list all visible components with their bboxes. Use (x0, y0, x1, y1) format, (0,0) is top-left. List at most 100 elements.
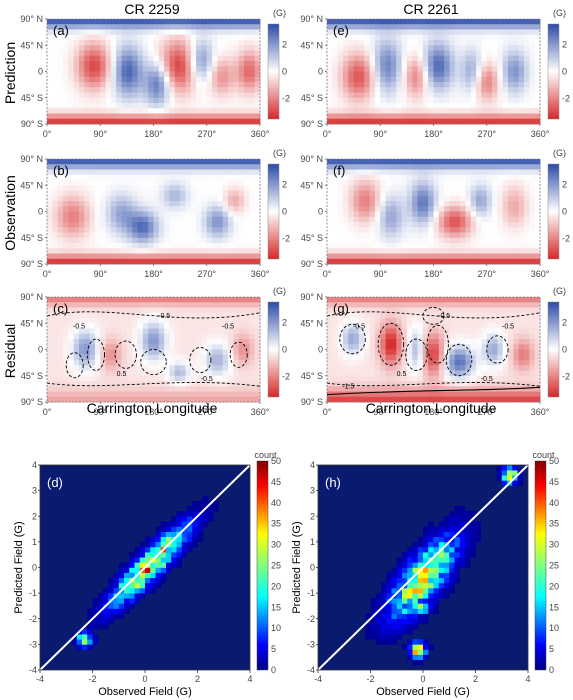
map-cell (212, 391, 218, 398)
map-cell (132, 307, 138, 314)
map-cell (52, 174, 59, 181)
map-cell (62, 375, 69, 382)
map-cell (47, 391, 53, 398)
map-cell (132, 206, 138, 212)
map-cell (62, 258, 69, 265)
map-cell (481, 344, 488, 350)
map-cell (502, 34, 509, 41)
map-cell (406, 307, 413, 314)
map-cell (406, 34, 413, 41)
map-cell (73, 118, 80, 125)
map-cell (73, 195, 80, 202)
map-cell (524, 19, 530, 25)
map-cell (390, 55, 397, 62)
map-cell (348, 302, 355, 308)
map-cell (73, 360, 80, 366)
map-cell (174, 169, 181, 176)
map-cell (148, 201, 154, 207)
map-cell (337, 237, 344, 244)
map-cell (94, 339, 101, 345)
map-cell (390, 34, 397, 41)
map-cell (212, 365, 218, 371)
map-cell (353, 97, 360, 104)
map-cell (126, 34, 133, 41)
map-cell (158, 307, 165, 314)
map-cell (158, 211, 165, 218)
map-cell (449, 92, 456, 99)
map-cell (342, 253, 349, 260)
map-cell (497, 103, 504, 109)
map-cell (105, 76, 112, 83)
map-cell (369, 344, 376, 350)
map-cell (337, 82, 344, 88)
map-cell (444, 113, 450, 120)
map-cell (132, 76, 138, 83)
map-cell (518, 381, 525, 387)
lat-tick-label: 45° S (21, 371, 43, 381)
map-cell (337, 360, 344, 366)
map-cell (196, 82, 202, 88)
map-cell (201, 97, 208, 104)
map-cell (142, 307, 149, 314)
map-cell (244, 258, 250, 265)
map-cell (116, 396, 122, 403)
map-cell (476, 29, 482, 36)
map-cell (486, 344, 493, 350)
map-cell (460, 227, 466, 233)
map-cell (364, 258, 370, 265)
map-cell (369, 34, 376, 41)
map-cell (190, 19, 197, 25)
map-cell (62, 360, 69, 366)
map-cell (121, 333, 128, 340)
map-cell (84, 222, 91, 228)
map-cell (454, 258, 461, 265)
map-cell (228, 29, 234, 36)
map-cell (401, 97, 408, 104)
map-cell (470, 297, 477, 303)
map-cell (126, 243, 133, 249)
map-cell (396, 297, 402, 303)
map-cell (148, 211, 154, 218)
map-cell (454, 237, 461, 244)
map-cell (348, 375, 355, 382)
map-cell (358, 216, 365, 223)
map-cell (180, 396, 186, 403)
map-cell (481, 174, 488, 181)
map-cell (492, 328, 498, 335)
map-cell (492, 66, 498, 72)
map-cell (244, 323, 250, 329)
column-title-cr2261: CR 2261 (403, 1, 458, 17)
map-cell (433, 253, 440, 260)
map-cell (190, 206, 197, 212)
map-cell (142, 232, 149, 239)
map-cell (529, 391, 536, 398)
map-cell (374, 195, 381, 202)
map-cell (518, 24, 525, 30)
map-cell (249, 216, 256, 223)
map-cell (185, 97, 192, 104)
map-cell (62, 24, 69, 30)
map-cell (502, 312, 509, 319)
map-cell (417, 164, 424, 170)
map-cell (417, 232, 424, 239)
lon-tick-label: 180° (144, 269, 163, 279)
map-cell (454, 354, 461, 361)
map-cell (212, 333, 218, 340)
map-cell (153, 222, 160, 228)
map-cell (68, 118, 75, 125)
map-cell (52, 195, 59, 202)
map-cell (390, 76, 397, 83)
contour-line (114, 340, 137, 369)
map-cell (460, 391, 466, 398)
map-cell (332, 237, 339, 244)
map-cell (68, 227, 75, 233)
map-cell (89, 253, 96, 260)
map-cell (433, 323, 440, 329)
map-cell (126, 232, 133, 239)
map-cell (401, 386, 408, 392)
map-cell (428, 29, 434, 36)
map-cell (89, 61, 96, 67)
map-cell (105, 19, 112, 25)
map-cell (337, 349, 344, 356)
map-cell (444, 185, 450, 191)
